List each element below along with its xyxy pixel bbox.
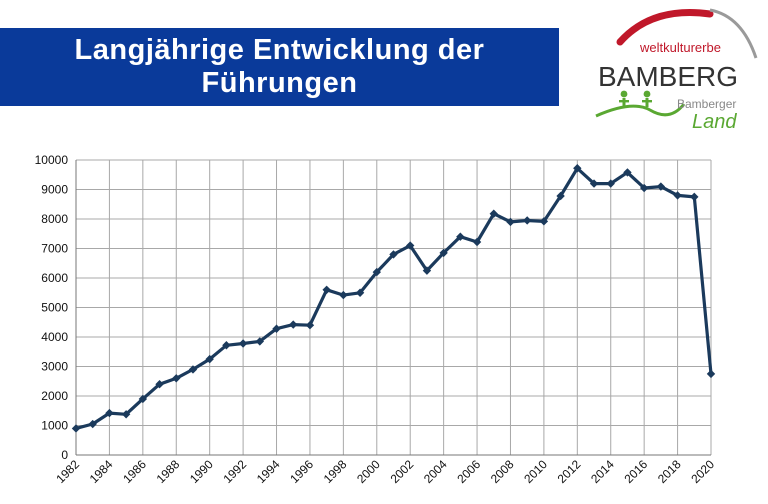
data-point xyxy=(639,183,649,193)
data-point xyxy=(456,232,465,241)
logo-gray-arc-icon xyxy=(709,8,758,59)
logo-figures-icon xyxy=(619,90,652,107)
data-point xyxy=(188,365,198,374)
y-tick-label: 10000 xyxy=(35,153,69,167)
data-point xyxy=(389,250,398,259)
x-tick-label: 2018 xyxy=(655,457,684,486)
y-tick-label: 1000 xyxy=(41,419,68,433)
title-banner: Langjährige Entwicklung der Führungen xyxy=(0,28,559,106)
chart-area: 0 1000 2000 3000 4000 5000 6000 7000 8000 9000 100… xyxy=(0,140,768,504)
y-tick-label: 6000 xyxy=(41,271,68,285)
data-point xyxy=(522,216,532,225)
data-point xyxy=(422,266,432,275)
title-line-2: Führungen xyxy=(201,67,358,99)
y-tick-label: 5000 xyxy=(41,301,68,315)
logo-top-text: weltkulturerbe xyxy=(639,40,721,55)
data-point xyxy=(339,290,348,300)
page-title: Langjährige Entwicklung der Führungen xyxy=(75,34,485,100)
data-point xyxy=(238,339,248,348)
data-point xyxy=(656,182,666,191)
y-tick-label: 4000 xyxy=(41,330,68,344)
data-point xyxy=(556,191,565,201)
series-line xyxy=(75,166,713,430)
series-layer xyxy=(71,164,716,433)
data-point xyxy=(105,408,114,418)
x-tick-label: 1988 xyxy=(154,457,183,486)
title-line-1: Langjährige Entwicklung der xyxy=(74,34,485,66)
x-tick-label: 2020 xyxy=(688,457,717,486)
logo-red-arc-icon xyxy=(616,9,714,46)
axis-layer xyxy=(75,160,711,456)
data-point xyxy=(255,337,265,346)
y-tick-label: 0 xyxy=(61,448,68,462)
x-tick-label: 1996 xyxy=(287,457,316,486)
x-tick-labels: 1982 1984 1986 1988 1990 1992 1994 1996 1998 2000… xyxy=(53,457,717,486)
data-point xyxy=(406,241,415,250)
data-point xyxy=(205,354,214,364)
bamberg-logo: weltkulturerbe BAMBERG Bamberger Land xyxy=(595,8,758,132)
x-tick-label: 1986 xyxy=(120,457,149,486)
logo-green-swoosh-icon xyxy=(595,103,686,118)
data-point xyxy=(690,192,699,202)
x-tick-label: 2002 xyxy=(388,457,417,486)
x-tick-label: 2010 xyxy=(521,457,550,486)
x-tick-label: 2016 xyxy=(621,457,650,486)
grid-layer xyxy=(75,159,712,456)
data-point xyxy=(589,179,599,188)
x-tick-label: 1990 xyxy=(187,457,216,486)
x-tick-label: 2000 xyxy=(354,457,383,486)
logo-main-text: BAMBERG xyxy=(598,61,738,92)
x-tick-label: 2014 xyxy=(588,457,617,486)
x-tick-label: 1998 xyxy=(321,457,350,486)
x-tick-label: 2006 xyxy=(454,457,483,486)
data-point xyxy=(439,248,448,258)
data-point xyxy=(706,369,716,379)
x-tick-label: 1994 xyxy=(254,457,283,486)
y-tick-label: 7000 xyxy=(41,242,68,256)
data-point xyxy=(472,237,482,247)
y-tick-label: 8000 xyxy=(41,212,68,226)
data-point xyxy=(172,374,181,383)
data-point xyxy=(506,217,515,227)
data-point xyxy=(623,168,632,177)
data-point xyxy=(88,419,97,429)
logo-sub-text-2: Land xyxy=(692,111,737,132)
data-point xyxy=(272,324,281,333)
logo-sub-text-1: Bamberger xyxy=(677,97,736,111)
data-point xyxy=(673,191,682,200)
x-tick-label: 1992 xyxy=(220,457,249,486)
x-tick-label: 1984 xyxy=(87,457,116,486)
y-tick-label: 9000 xyxy=(41,183,68,197)
data-point xyxy=(355,288,365,297)
x-tick-label: 2008 xyxy=(488,457,517,486)
data-point xyxy=(222,341,231,350)
x-tick-label: 2004 xyxy=(421,457,450,486)
x-tick-label: 2012 xyxy=(555,457,584,486)
x-tick-label: 1982 xyxy=(53,457,82,486)
y-tick-label: 2000 xyxy=(41,389,68,403)
data-point xyxy=(489,209,498,218)
line-chart: 0 1000 2000 3000 4000 5000 6000 7000 8000 9000 100… xyxy=(35,153,718,486)
data-point xyxy=(121,410,131,419)
y-tick-label: 3000 xyxy=(41,360,68,374)
data-point xyxy=(573,164,582,173)
data-point xyxy=(539,217,549,226)
data-point xyxy=(606,179,615,188)
data-point xyxy=(322,285,331,294)
data-point xyxy=(71,424,81,433)
y-tick-labels: 0 1000 2000 3000 4000 5000 6000 7000 8000 9000 100… xyxy=(35,153,69,462)
data-point xyxy=(155,380,164,389)
data-point xyxy=(372,267,381,277)
data-point xyxy=(138,394,148,404)
data-point xyxy=(305,321,315,330)
data-point xyxy=(289,320,298,329)
